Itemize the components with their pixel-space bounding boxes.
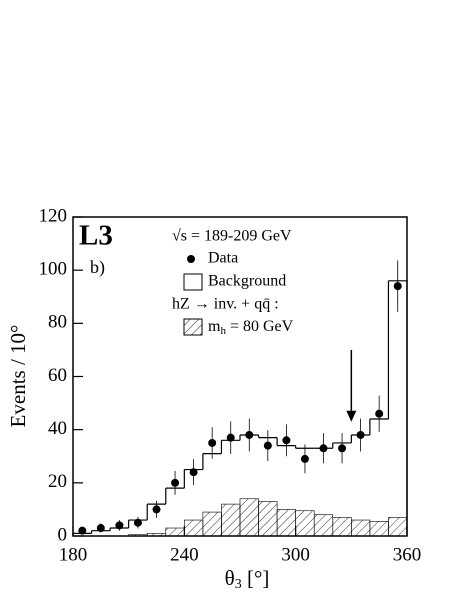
signal-bar [313,514,334,537]
x-tick-label: 180 [59,544,88,565]
x-label-sub: 3 [235,577,242,592]
y-tick-label: 120 [39,205,68,226]
data-point [263,441,272,450]
data-point [115,521,124,530]
data-point [133,518,142,527]
y-tick-label: 60 [48,365,67,386]
legend-background-box [183,273,203,291]
legend-signal-sub: h [220,325,226,337]
legend-signal-box [183,318,203,336]
panel-label: b) [90,257,105,278]
x-label-unit: [°] [242,566,270,590]
data-point [300,454,309,463]
background-step [388,280,408,536]
signal-bar [239,498,259,537]
data-point [282,436,291,445]
energy-label: √s = 189-209 GeV [172,228,292,245]
data-point [96,524,105,533]
data-point [375,409,384,418]
plot-frame [72,216,408,537]
x-tick-label: 300 [281,544,310,565]
signal-bar [295,510,315,537]
data-point [393,282,402,291]
data-point [78,526,87,535]
legend-signal: mh = 80 GeV [208,318,294,337]
signal-bar [332,517,352,537]
signal-bar [388,517,408,537]
signal-bar [258,501,278,537]
data-point [356,430,365,439]
data-point [319,444,328,453]
legend-signal-rest: = 80 GeV [226,318,294,335]
signal-bar [221,503,241,537]
legend-data: Data [208,250,238,267]
signal-bar [276,509,296,537]
legend-signal-m: m [208,318,221,335]
y-tick-label: 80 [48,312,67,333]
data-point [189,468,198,477]
data-point [226,433,235,442]
signal-heading: hZ → inv. + qq̄ : [172,296,279,313]
y-tick-label: 100 [39,259,68,280]
data-point [208,438,217,447]
legend-data-marker [187,255,195,263]
y-tick-label: 0 [58,524,68,545]
x-axis-label: θ3 [°] [225,566,270,592]
signal-bar [165,527,185,537]
signal-bar [202,511,222,537]
cut-arrow-head [346,410,357,422]
x-tick-label: 360 [393,544,422,565]
data-point [171,478,180,487]
y-axis-label: Events / 10° [6,325,30,428]
x-tick-label: 240 [170,544,199,565]
legend-background: Background [208,273,286,290]
data-point [338,444,347,453]
y-tick-label: 20 [48,471,67,492]
signal-bar [369,521,389,537]
data-point [245,430,254,439]
signal-bar [351,519,371,537]
y-tick-label: 40 [48,418,67,439]
chart-title: L3 [79,220,113,252]
data-point [152,505,161,514]
x-label-theta: θ [225,566,235,590]
signal-bar [184,519,204,537]
